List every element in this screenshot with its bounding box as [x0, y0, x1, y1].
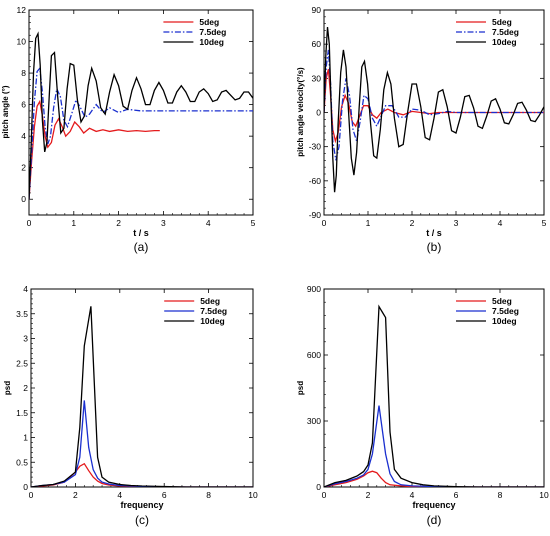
x-axis-label: t / s: [426, 228, 442, 238]
x-tick-label: 0: [322, 218, 327, 228]
y-axis-label: pitch angle velocity(°/s): [296, 67, 305, 157]
y-tick-label: 300: [307, 416, 321, 426]
x-tick-label: 0: [27, 218, 32, 228]
panel-label: (c): [135, 513, 149, 527]
x-axis-label: t / s: [133, 228, 149, 238]
x-tick-label: 2: [410, 218, 415, 228]
series-line-5deg: [324, 69, 544, 144]
x-tick-label: 8: [206, 490, 211, 500]
legend-entry: 5deg: [200, 296, 220, 306]
series-line-10deg: [29, 31, 253, 200]
x-tick-label: 1: [366, 218, 371, 228]
x-tick-label: 10: [539, 490, 549, 500]
series-line-10deg: [324, 304, 544, 487]
x-tick-label: 2: [366, 490, 371, 500]
x-tick-label: 5: [251, 218, 256, 228]
y-tick-label: 0.5: [16, 457, 28, 467]
x-tick-label: 1: [71, 218, 76, 228]
x-tick-label: 0: [29, 490, 34, 500]
y-tick-label: 0: [23, 482, 28, 492]
legend-entry: 7.5deg: [492, 27, 519, 37]
y-tick-label: 0: [316, 108, 321, 118]
y-tick-label: 3.5: [16, 309, 28, 319]
series-line-7.5deg: [324, 405, 544, 487]
legend-entry: 5deg: [492, 296, 512, 306]
y-tick-label: 0: [316, 482, 321, 492]
x-tick-label: 10: [248, 490, 258, 500]
legend-entry: 10deg: [492, 316, 517, 326]
x-tick-label: 3: [161, 218, 166, 228]
x-axis-label: frequency: [412, 500, 455, 510]
series-line-5deg: [31, 462, 253, 487]
panel-label: (b): [427, 240, 442, 254]
y-tick-label: -90: [309, 210, 322, 220]
series-line-7.5deg: [29, 66, 253, 200]
y-tick-label: 12: [17, 5, 27, 15]
legend-entry: 10deg: [199, 37, 224, 47]
y-tick-label: 2: [21, 163, 26, 173]
y-tick-label: 600: [307, 350, 321, 360]
x-tick-label: 4: [117, 490, 122, 500]
legend-entry: 10deg: [492, 37, 517, 47]
y-tick-label: 8: [21, 68, 26, 78]
series-line-5deg: [29, 99, 160, 200]
x-tick-label: 3: [454, 218, 459, 228]
series-line-10deg: [324, 27, 544, 193]
series-line-10deg: [31, 306, 253, 487]
x-tick-label: 0: [322, 490, 327, 500]
y-tick-label: 2.5: [16, 358, 28, 368]
y-tick-label: 3: [23, 334, 28, 344]
x-tick-label: 4: [498, 218, 503, 228]
y-tick-label: 4: [23, 284, 28, 294]
y-axis-label: psd: [296, 381, 305, 395]
x-tick-label: 6: [162, 490, 167, 500]
y-tick-label: 10: [17, 37, 27, 47]
legend-entry: 7.5deg: [492, 306, 519, 316]
y-tick-label: 6: [21, 100, 26, 110]
y-tick-label: 90: [312, 5, 322, 15]
x-tick-label: 4: [410, 490, 415, 500]
y-tick-label: -60: [309, 176, 322, 186]
y-tick-label: 30: [312, 73, 322, 83]
y-tick-label: 1.5: [16, 408, 28, 418]
x-tick-label: 6: [454, 490, 459, 500]
legend-entry: 5deg: [199, 17, 219, 27]
panel-label: (a): [134, 240, 149, 254]
x-tick-label: 4: [206, 218, 211, 228]
x-tick-label: 2: [73, 490, 78, 500]
y-axis-label: pitch angle (°): [1, 85, 10, 138]
y-axis-label: psd: [3, 381, 12, 395]
x-axis-label: frequency: [120, 500, 163, 510]
series-line-7.5deg: [31, 400, 253, 487]
y-tick-label: 60: [312, 39, 322, 49]
legend-entry: 10deg: [200, 316, 225, 326]
y-tick-label: 900: [307, 284, 321, 294]
legend-entry: 7.5deg: [200, 306, 227, 316]
x-tick-label: 8: [498, 490, 503, 500]
y-tick-label: 1: [23, 433, 28, 443]
legend-entry: 5deg: [492, 17, 512, 27]
y-tick-label: -30: [309, 142, 322, 152]
x-tick-label: 2: [116, 218, 121, 228]
series-line-5deg: [324, 470, 544, 487]
panel-label: (d): [427, 513, 442, 527]
y-tick-label: 0: [21, 194, 26, 204]
legend-entry: 7.5deg: [199, 27, 226, 37]
y-tick-label: 2: [23, 383, 28, 393]
plot-frame: [28, 9, 254, 216]
x-tick-label: 5: [542, 218, 547, 228]
y-tick-label: 4: [21, 131, 26, 141]
